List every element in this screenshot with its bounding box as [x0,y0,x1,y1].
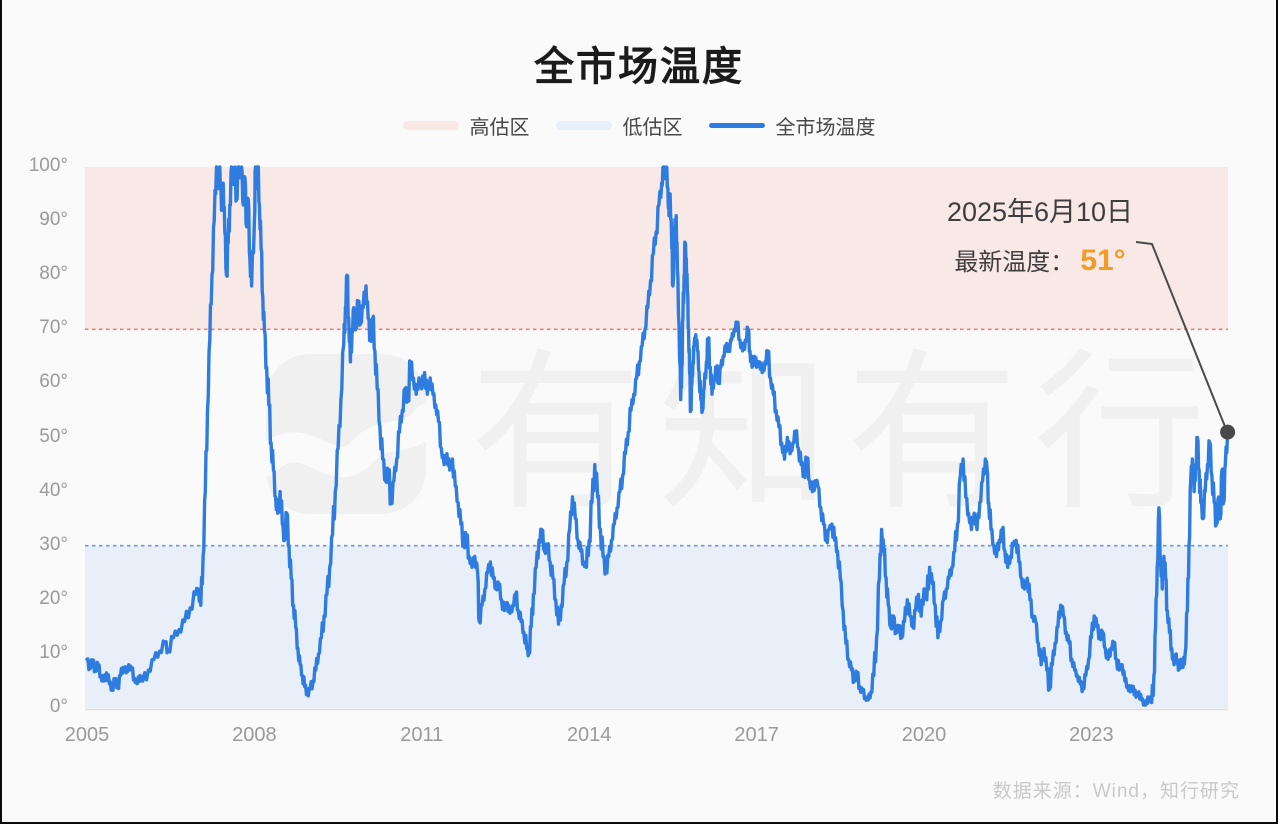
x-tick-2017: 2017 [734,724,779,746]
y-tick-10: 10° [39,641,68,663]
legend-item-0: 高估区 [402,111,530,140]
y-tick-70: 70° [39,317,68,339]
y-tick-0: 0° [49,696,68,717]
x-tick-2014: 2014 [566,724,612,746]
legend-item-1: 低估区 [555,111,683,140]
legend-item-2: 全市场温度 [708,111,876,140]
latest-point-annotation: 2025年6月10日 最新温度： 51° [920,190,1160,278]
frame-border-right [1276,0,1278,824]
latest-point-dot [1220,424,1236,440]
y-tick-60: 60° [39,371,68,393]
y-tick-40: 40° [39,479,68,501]
legend-swatch-1 [555,121,612,130]
x-tick-2020: 2020 [901,724,947,746]
annotation-date: 2025年6月10日 [946,197,1134,227]
legend-label-2: 全市场温度 [775,117,876,139]
youzhiyouxing-logo-icon [262,354,430,514]
y-tick-20: 20° [39,587,68,609]
x-tick-2023: 2023 [1069,724,1114,746]
frame-border-left [0,0,2,824]
frame-border-bottom [0,822,1278,824]
y-tick-80: 80° [39,263,68,285]
y-tick-30: 30° [39,533,68,555]
legend-label-1: 低估区 [622,117,683,139]
x-tick-2008: 2008 [232,724,277,746]
x-tick-2005: 2005 [64,724,110,746]
legend-swatch-0 [402,121,459,130]
y-tick-50: 50° [39,425,68,447]
legend: 高估区 低估区 全市场温度 [0,111,1278,140]
legend-label-0: 高估区 [469,117,530,139]
y-tick-100: 100° [28,155,68,176]
annotation-value: 51° [1080,244,1126,277]
y-tick-90: 90° [39,209,68,231]
page-title: 全市场温度 [534,45,744,89]
x-tick-2011: 2011 [400,724,444,746]
watermark: 有知有行 [262,348,1222,520]
data-source: 数据来源：Wind，知行研究 [992,781,1240,802]
legend-swatch-2 [708,123,765,128]
watermark-text: 有知有行 [470,338,1222,530]
annotation-label: 最新温度： [954,249,1075,276]
